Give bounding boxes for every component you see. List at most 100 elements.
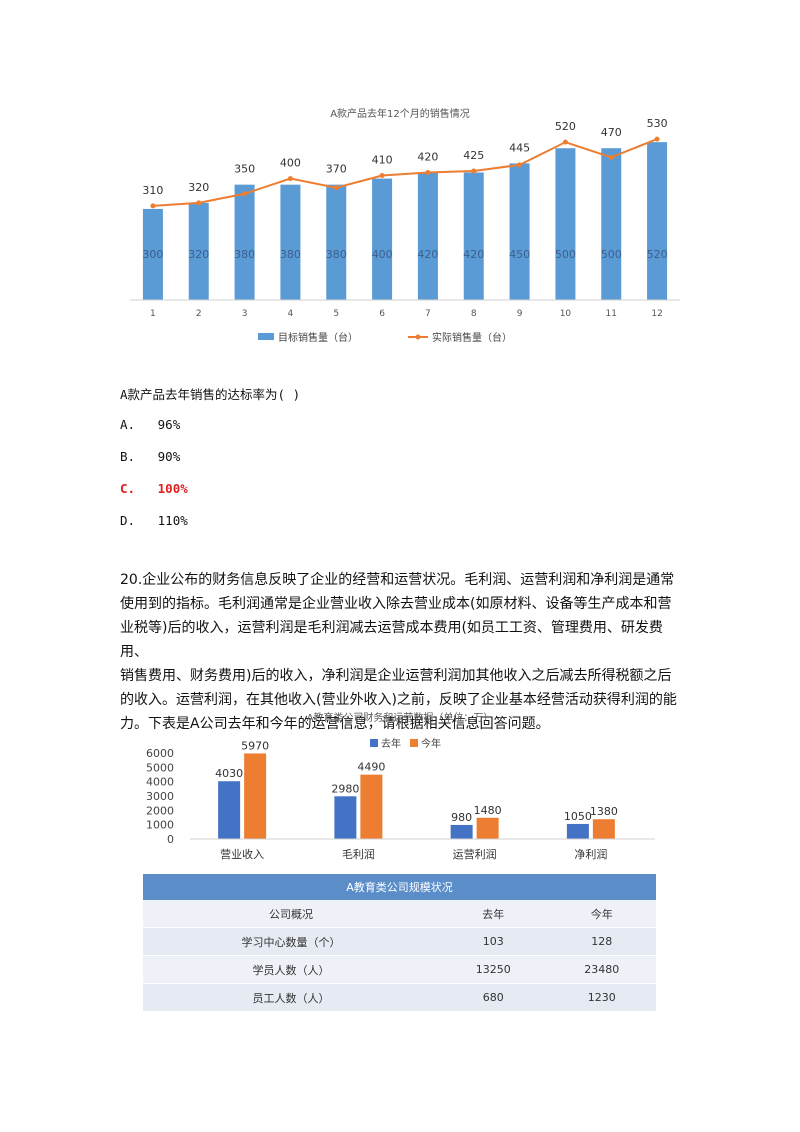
finance-bar xyxy=(592,819,615,839)
bar-data-label: 1380 xyxy=(590,805,618,818)
table-row: 员工人数（人） 680 1230 xyxy=(143,983,656,1012)
paragraph-line: 使用到的指标。毛利润通常是企业营业收入除去营业成本(如原材料、设备等生产成本和营 xyxy=(120,596,672,612)
actual-sales-point xyxy=(196,200,202,206)
x-tick-label: 5 xyxy=(333,309,339,319)
legend-bar-swatch xyxy=(258,333,274,340)
table-cell: 103 xyxy=(439,927,548,956)
line-data-label: 400 xyxy=(280,157,301,170)
y-tick-label: 2000 xyxy=(146,804,174,817)
x-tick-label: 6 xyxy=(379,309,385,319)
y-tick-label: 6000 xyxy=(146,747,174,760)
question-20-paragraph: 20.企业公布的财务信息反映了企业的经营和运营状况。毛利润、运营利润和净利润是通… xyxy=(120,568,690,736)
option-c[interactable]: C. 100% xyxy=(120,481,188,496)
line-data-label: 470 xyxy=(601,126,622,139)
question-stem: A款产品去年销售的达标率为( ) xyxy=(120,387,301,402)
legend: 去年 今年 xyxy=(370,737,441,750)
x-tick-label: 3 xyxy=(242,309,248,319)
finance-bar xyxy=(450,824,473,839)
target-bar xyxy=(555,148,576,300)
actual-sales-point xyxy=(517,162,523,168)
x-tick-label: 运营利润 xyxy=(453,847,497,861)
bar-data-label: 320 xyxy=(188,248,209,261)
bar-data-label: 380 xyxy=(326,248,347,261)
table-cell: 680 xyxy=(439,983,548,1012)
finance-bar xyxy=(566,823,589,839)
table-row: 学习中心数量（个） 103 128 xyxy=(143,927,656,956)
option-label: A. xyxy=(120,417,136,432)
option-label: C. xyxy=(120,481,136,496)
target-bar xyxy=(326,184,347,300)
paragraph-line: 销售费用、财务费用)后的收入，净利润是企业运营利润加其他收入之后减去所得税额之后 xyxy=(120,668,672,684)
table-cell: 13250 xyxy=(439,955,548,984)
table-cell: 员工人数（人） xyxy=(143,983,440,1012)
bar-data-label: 4490 xyxy=(357,761,385,774)
legend-line-marker xyxy=(415,334,421,340)
line-data-label: 410 xyxy=(372,154,393,167)
option-b[interactable]: B. 90% xyxy=(120,449,180,464)
line-data-label: 420 xyxy=(417,151,438,164)
table-cell: 128 xyxy=(547,927,656,956)
x-tick-label: 4 xyxy=(288,309,294,319)
x-tick-label: 9 xyxy=(517,309,523,319)
option-a[interactable]: A. 96% xyxy=(120,417,180,432)
bar-data-label: 500 xyxy=(601,248,622,261)
finance-chart: A教育类公司财务和运营数据（单位：万） 去年 今年 01000200030004… xyxy=(146,711,655,861)
line-data-label: 320 xyxy=(188,181,209,194)
option-text: 100% xyxy=(157,481,188,496)
target-bar xyxy=(372,178,393,300)
paragraph-line: 的收入。运营利润，在其他收入(营业外收入)之前，反映了企业基本经营活动获得利润的… xyxy=(120,692,677,708)
paragraph-line: 20.企业公布的财务信息反映了企业的经营和运营状况。毛利润、运营利润和净利润是通… xyxy=(120,572,675,588)
line-data-label: 530 xyxy=(647,117,668,130)
legend-label-this-year: 今年 xyxy=(421,737,441,750)
bar-data-label: 380 xyxy=(234,248,255,261)
target-bar xyxy=(234,184,255,300)
x-tick-label: 营业收入 xyxy=(220,847,264,861)
bar-data-label: 500 xyxy=(555,248,576,261)
option-text: 110% xyxy=(157,513,188,528)
chart-title: A教育类公司财务和运营数据（单位：万） xyxy=(307,711,494,724)
legend-bar-label: 目标销售量（台） xyxy=(278,331,358,344)
bar-data-label: 400 xyxy=(372,248,393,261)
y-tick-label: 0 xyxy=(167,833,174,846)
line-data-label: 350 xyxy=(234,163,255,176)
bar-data-label: 2980 xyxy=(331,782,359,795)
x-tick-label: 8 xyxy=(471,309,477,319)
bar-data-label: 420 xyxy=(417,248,438,261)
header-cell: 去年 xyxy=(439,900,548,928)
table-cell: 学员人数（人） xyxy=(143,955,440,984)
target-bar xyxy=(188,202,209,300)
target-bar xyxy=(601,148,622,300)
actual-sales-point xyxy=(333,185,339,191)
finance-bar xyxy=(476,817,499,839)
option-d[interactable]: D. 110% xyxy=(120,513,188,528)
target-bar xyxy=(417,172,438,300)
x-tick-label: 2 xyxy=(196,309,202,319)
line-data-label: 425 xyxy=(463,149,484,162)
bar-data-label: 450 xyxy=(509,248,530,261)
bar-data-label: 380 xyxy=(280,248,301,261)
line-data-label: 370 xyxy=(326,163,347,176)
chart-title: A款产品去年12个月的销售情况 xyxy=(330,107,470,120)
line-data-label: 520 xyxy=(555,120,576,133)
target-bar xyxy=(142,208,163,300)
bar-data-label: 420 xyxy=(463,248,484,261)
bar-data-label: 1050 xyxy=(564,810,592,823)
x-tick-label: 毛利润 xyxy=(342,847,375,861)
finance-bar xyxy=(218,781,241,839)
option-text: 96% xyxy=(157,417,181,432)
paragraph-line: 业税等)后的收入，运营利润是毛利润减去运营成本费用(如员工工资、管理费用、研发费… xyxy=(120,620,663,660)
x-tick-label: 净利润 xyxy=(574,847,607,861)
legend: 目标销售量（台） 实际销售量（台） xyxy=(258,331,512,344)
target-bar xyxy=(647,142,668,300)
actual-sales-point xyxy=(608,154,614,160)
finance-bar xyxy=(360,774,383,839)
legend-swatch-last-year xyxy=(370,739,378,747)
y-tick-label: 5000 xyxy=(146,761,174,774)
table-cell: 1230 xyxy=(547,983,656,1012)
target-bar xyxy=(509,163,530,300)
actual-sales-point xyxy=(425,170,431,175)
finance-bar xyxy=(244,753,267,839)
actual-sales-point xyxy=(150,203,156,209)
table-row: 学员人数（人） 13250 23480 xyxy=(143,955,656,984)
header-cell: 今年 xyxy=(547,900,656,928)
